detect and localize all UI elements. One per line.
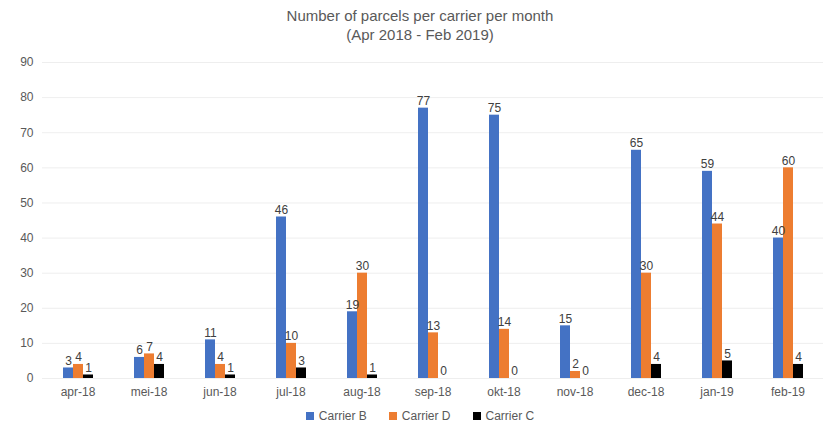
html-text:Carrier B: Carrier B <box>318 409 367 423</box>
svg-text:60: 60 <box>20 161 34 175</box>
svg-text:65: 65 <box>630 136 644 150</box>
svg-text:10: 10 <box>20 336 34 350</box>
svg-text:jun-18: jun-18 <box>202 385 237 399</box>
svg-text:0: 0 <box>440 364 447 378</box>
svg-text:mei-18: mei-18 <box>131 385 168 399</box>
svg-text:60: 60 <box>782 154 796 168</box>
svg-text:1: 1 <box>85 361 92 375</box>
svg-text:80: 80 <box>20 90 34 104</box>
html-text:Carrier C: Carrier C <box>485 409 535 423</box>
svg-text:aug-18: aug-18 <box>343 385 381 399</box>
svg-text:40: 40 <box>20 231 34 245</box>
svg-text:6: 6 <box>136 343 143 357</box>
svg-text:75: 75 <box>488 101 502 115</box>
svg-text:3: 3 <box>298 354 305 368</box>
svg-text:nov-18: nov-18 <box>557 385 594 399</box>
svg-text:1: 1 <box>369 361 376 375</box>
svg-text:19: 19 <box>346 298 360 312</box>
svg-text:jul-18: jul-18 <box>275 385 306 399</box>
svg-text:4: 4 <box>653 350 660 364</box>
svg-text:jan-19: jan-19 <box>699 385 734 399</box>
svg-text:77: 77 <box>417 94 431 108</box>
svg-text:0: 0 <box>27 371 34 385</box>
svg-text:46: 46 <box>275 203 289 217</box>
svg-text:7: 7 <box>146 340 153 354</box>
svg-text:4: 4 <box>156 350 163 364</box>
html-text:Carrier D: Carrier D <box>401 409 451 423</box>
svg-text:0: 0 <box>582 364 589 378</box>
svg-text:50: 50 <box>20 196 34 210</box>
svg-text:dec-18: dec-18 <box>628 385 665 399</box>
svg-text:4: 4 <box>795 350 802 364</box>
svg-text:5: 5 <box>724 347 731 361</box>
svg-text:30: 30 <box>356 259 370 273</box>
svg-text:4: 4 <box>75 350 82 364</box>
svg-text:okt-18: okt-18 <box>487 385 521 399</box>
svg-text:15: 15 <box>559 312 573 326</box>
svg-text:0: 0 <box>511 364 518 378</box>
svg-text:10: 10 <box>285 329 299 343</box>
svg-text:20: 20 <box>20 301 34 315</box>
svg-text:14: 14 <box>498 315 512 329</box>
svg-text:30: 30 <box>20 266 34 280</box>
html-text:Number of parcels per carrier: Number of parcels per carrier per month <box>286 7 554 24</box>
svg-text:apr-18: apr-18 <box>61 385 96 399</box>
svg-text:sep-18: sep-18 <box>415 385 452 399</box>
svg-text:feb-19: feb-19 <box>771 385 805 399</box>
svg-text:13: 13 <box>427 319 441 333</box>
svg-text:44: 44 <box>711 210 725 224</box>
svg-text:3: 3 <box>65 354 72 368</box>
html-text:(Apr 2018 - Feb 2019): (Apr 2018 - Feb 2019) <box>346 26 494 43</box>
svg-text:2: 2 <box>572 357 579 371</box>
svg-text:1: 1 <box>227 361 234 375</box>
svg-text:59: 59 <box>701 157 715 171</box>
svg-text:30: 30 <box>640 259 654 273</box>
svg-text:70: 70 <box>20 126 34 140</box>
svg-text:4: 4 <box>217 350 224 364</box>
svg-text:40: 40 <box>772 224 786 238</box>
svg-text:11: 11 <box>204 326 217 340</box>
svg-text:90: 90 <box>20 55 34 69</box>
